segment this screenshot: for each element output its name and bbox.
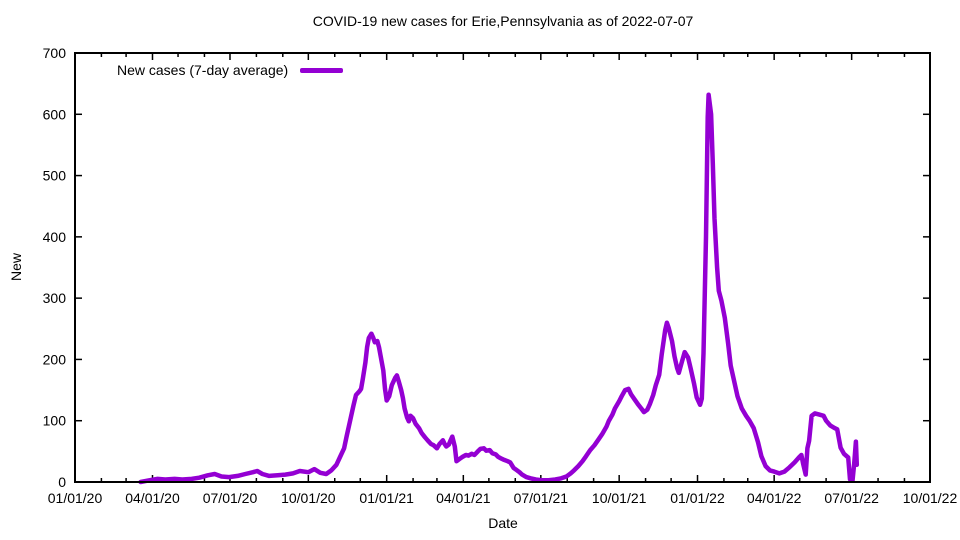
- y-tick-label: 200: [43, 351, 67, 367]
- plot-border: [74, 52, 931, 483]
- y-tick-label: 0: [58, 474, 66, 490]
- legend-line-sample: [300, 67, 344, 73]
- x-tick-label: 04/01/22: [747, 490, 802, 506]
- x-tick-label: 07/01/21: [514, 490, 569, 506]
- x-tick-label: 10/01/22: [903, 490, 958, 506]
- x-axis-label: Date: [488, 515, 518, 531]
- legend-label: New cases (7-day average): [117, 62, 289, 78]
- y-tick-label: 700: [43, 45, 67, 61]
- x-tick-label: 07/01/20: [203, 490, 258, 506]
- y-tick-label: 300: [43, 290, 67, 306]
- y-tick-label: 600: [43, 106, 67, 122]
- x-tick-label: 07/01/22: [824, 490, 879, 506]
- y-tick-label: 100: [43, 413, 67, 429]
- legend: New cases (7-day average): [117, 62, 344, 78]
- x-tick-label: 01/01/21: [359, 490, 414, 506]
- y-tick-label: 400: [43, 229, 67, 245]
- y-tick-label: 500: [43, 168, 67, 184]
- series-line: [138, 92, 860, 485]
- x-tick-label: 10/01/20: [281, 490, 336, 506]
- x-tick-label: 01/01/22: [670, 490, 725, 506]
- x-tick-label: 10/01/21: [592, 490, 647, 506]
- x-tick-label: 04/01/21: [436, 490, 491, 506]
- chart-title: COVID-19 new cases for Erie,Pennsylvania…: [312, 13, 694, 29]
- x-tick-label: 04/01/20: [125, 490, 180, 506]
- x-tick-label: 01/01/20: [48, 490, 103, 506]
